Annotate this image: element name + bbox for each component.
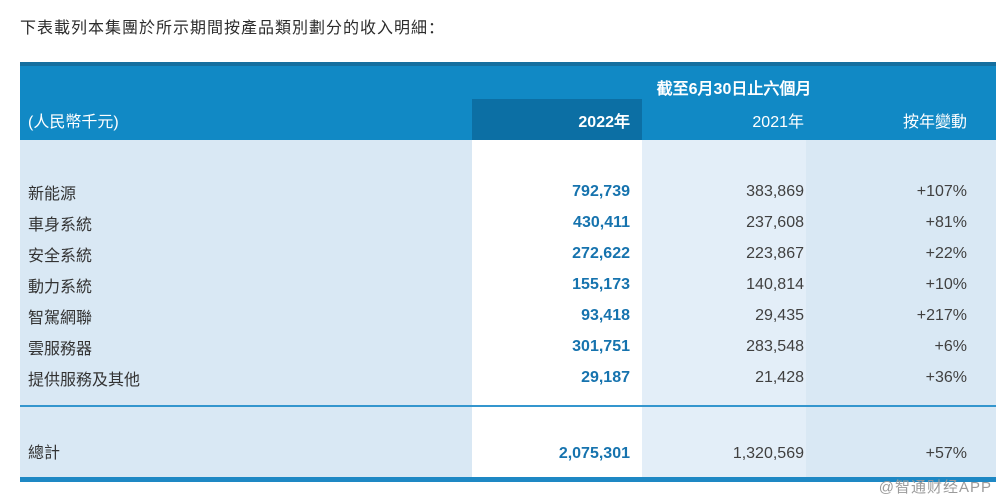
row-label: 提供服務及其他	[28, 371, 141, 389]
value-2021: 140,814	[746, 275, 804, 293]
value-change: +81%	[925, 213, 967, 231]
table-row: 安全系統 272,622 223,867 +22%	[20, 238, 996, 269]
period-header: 截至6月30日止六個月	[656, 81, 812, 98]
row-label: 新能源	[28, 185, 77, 203]
table-header: 截至6月30日止六個月 (人民幣千元) 2022年 2021年 按年變動	[20, 62, 996, 140]
value-2022: 93,418	[581, 306, 630, 324]
value-change: +217%	[916, 306, 967, 324]
value-change: +10%	[925, 275, 967, 293]
value-2021: 29,435	[755, 306, 804, 324]
table-body: 新能源 792,739 383,869 +107% 車身系統 430,411 2…	[20, 140, 996, 405]
column-band-2021	[642, 140, 806, 477]
unit-label: (人民幣千元)	[28, 113, 119, 131]
value-2022: 430,411	[573, 213, 630, 231]
row-label: 雲服務器	[28, 340, 93, 358]
value-2022: 792,739	[572, 182, 630, 200]
watermark: @智通财经APP	[878, 479, 992, 496]
table-bottom-line	[20, 477, 996, 482]
total-label: 總計	[28, 445, 61, 462]
value-2021: 383,869	[746, 182, 804, 200]
column-band-2022	[472, 140, 642, 477]
value-2021: 237,608	[746, 213, 804, 231]
value-2021: 223,867	[746, 244, 804, 262]
table-row: 智駕網聯 93,418 29,435 +217%	[20, 300, 996, 331]
header-2022-highlight	[472, 99, 642, 140]
row-label: 動力系統	[28, 278, 93, 296]
table-row: 新能源 792,739 383,869 +107%	[20, 176, 996, 207]
total-separator-line	[20, 405, 996, 407]
column-header-2022: 2022年	[578, 113, 630, 131]
value-2022: 155,173	[572, 275, 630, 293]
table-row: 提供服務及其他 29,187 21,428 +36%	[20, 362, 996, 393]
value-2022: 272,622	[572, 244, 630, 262]
value-change: +22%	[925, 244, 967, 262]
column-header-change: 按年變動	[902, 113, 967, 131]
value-change: +107%	[916, 182, 967, 200]
value-2022: 301,751	[572, 337, 630, 355]
table-row: 車身系統 430,411 237,608 +81%	[20, 207, 996, 238]
value-2022: 29,187	[581, 368, 630, 386]
total-value-2021: 1,320,569	[732, 445, 804, 462]
table-row: 雲服務器 301,751 283,548 +6%	[20, 331, 996, 362]
column-header-2021: 2021年	[752, 113, 804, 131]
row-label: 智駕網聯	[28, 309, 93, 327]
value-2021: 21,428	[755, 368, 804, 386]
total-value-2022: 2,075,301	[558, 445, 630, 462]
value-2021: 283,548	[746, 337, 804, 355]
row-label: 車身系統	[28, 216, 93, 234]
column-headers-row: (人民幣千元) 2022年 2021年 按年變動	[20, 99, 996, 140]
value-change: +36%	[925, 368, 967, 386]
total-row: 總計 2,075,301 1,320,569 +57%	[20, 407, 996, 477]
value-change: +6%	[934, 337, 967, 355]
total-value-change: +57%	[925, 445, 967, 462]
table-row: 動力系統 155,173 140,814 +10%	[20, 269, 996, 300]
row-label: 安全系統	[28, 247, 93, 265]
revenue-table: 截至6月30日止六個月 (人民幣千元) 2022年 2021年 按年變動 新能源…	[20, 62, 996, 482]
page-title: 下表載列本集團於所示期間按產品類別劃分的收入明細：	[20, 20, 446, 37]
